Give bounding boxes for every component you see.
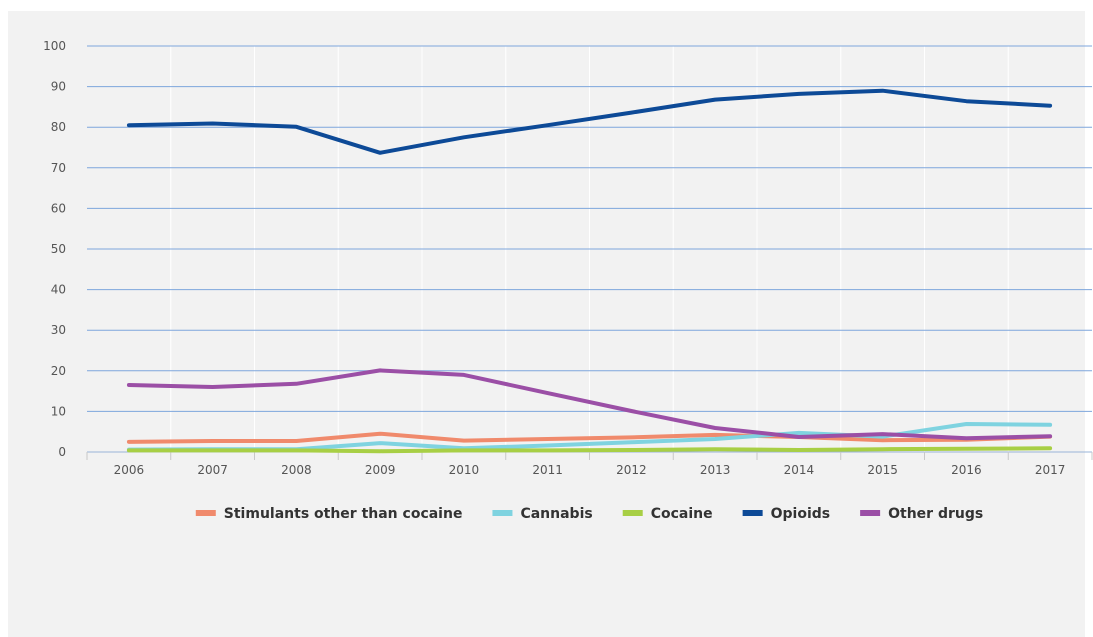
x-tick-label: 2016	[951, 463, 982, 477]
legend-item[interactable]: Other drugs	[860, 506, 983, 522]
x-tick-label: 2015	[867, 463, 898, 477]
legend-label: Cannabis	[520, 506, 592, 522]
x-tick-label: 2012	[616, 463, 647, 477]
y-tick-label: 100	[43, 39, 66, 53]
legend-swatch	[860, 510, 881, 516]
legend-label: Stimulants other than cocaine	[224, 506, 463, 522]
series-line-cocaine	[126, 446, 1053, 454]
x-axis: 2006 2007 2008 2009 2010 2011 2012 2013 2014 2015…	[86, 452, 1093, 477]
y-tick-label: 50	[51, 242, 66, 256]
x-tick-label: 2013	[700, 463, 731, 477]
legend-swatch	[742, 510, 763, 516]
y-tick-label: 60	[51, 201, 66, 215]
series-lines	[126, 88, 1053, 454]
y-tick-label: 40	[51, 283, 66, 297]
y-tick-label: 90	[51, 80, 66, 94]
legend-label: Other drugs	[888, 506, 983, 522]
x-tick-label: 2010	[449, 463, 480, 477]
x-tick-label: 2009	[365, 463, 396, 477]
legend-swatch	[622, 510, 643, 516]
y-axis: 0 10 20 30 40 50 60 70 80 90 100	[43, 39, 66, 459]
legend-label: Opioids	[771, 506, 831, 522]
y-tick-label: 30	[51, 323, 66, 337]
x-tick-label: 2014	[784, 463, 815, 477]
x-tick-label: 2006	[114, 463, 145, 477]
legend-label: Cocaine	[651, 506, 713, 522]
legend-item[interactable]: Cocaine	[622, 506, 713, 522]
y-tick-label: 0	[58, 445, 66, 459]
x-tick-label: 2017	[1035, 463, 1066, 477]
y-tick-label: 20	[51, 364, 66, 378]
legend-swatch	[492, 510, 513, 516]
y-tick-label: 70	[51, 161, 66, 175]
series-line-stimulants-other-than-cocaine	[126, 431, 1053, 444]
y-tick-label: 10	[51, 404, 66, 418]
legend-item[interactable]: Stimulants other than cocaine	[195, 506, 463, 522]
series-line-opioids	[126, 88, 1053, 155]
legend-item[interactable]: Cannabis	[492, 506, 593, 522]
x-tick-label: 2008	[281, 463, 312, 477]
chart-panel	[8, 11, 1085, 637]
x-tick-label: 2011	[532, 463, 563, 477]
legend: Stimulants other than cocaine Cannabis Coc…	[195, 506, 983, 522]
legend-item[interactable]: Opioids	[742, 506, 831, 522]
gridlines	[87, 45, 1092, 453]
legend-swatch	[195, 510, 216, 516]
series-line-other-drugs	[126, 368, 1053, 441]
x-tick-label: 2007	[197, 463, 228, 477]
y-tick-label: 80	[51, 120, 66, 134]
